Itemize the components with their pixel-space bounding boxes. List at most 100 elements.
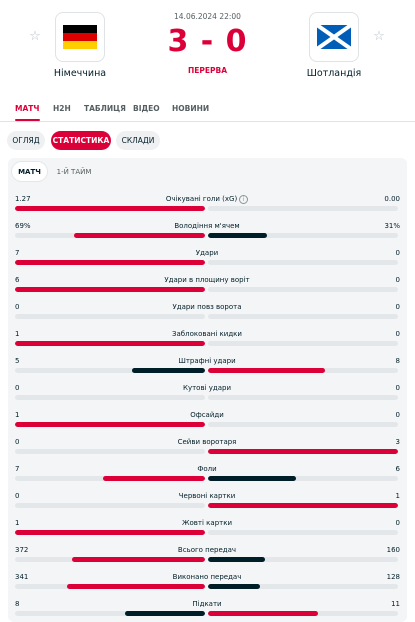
stat-label-text: Всього передач bbox=[177, 546, 237, 554]
period-tabs: МАТЧ 1-Й ТАЙМ bbox=[0, 162, 415, 182]
stat-away-value: 0 bbox=[395, 519, 400, 527]
stat-label: Удари bbox=[107, 249, 307, 257]
tab-standings[interactable]: ТАБЛИЦЯ bbox=[84, 104, 126, 113]
stat-label-text: Очікувані голи (xG) bbox=[165, 195, 238, 203]
favorite-star-icon[interactable]: ☆ bbox=[29, 29, 41, 44]
stat-away-value: 1 bbox=[395, 492, 400, 500]
stat-bar-track-home bbox=[15, 395, 205, 400]
home-team-name[interactable]: Німеччина bbox=[53, 68, 107, 79]
stat-bar-track-away bbox=[208, 287, 398, 292]
stat-bar-fill-home bbox=[72, 557, 205, 562]
stat-label: Заблоковані кидки bbox=[107, 330, 307, 338]
favorite-star-icon[interactable]: ☆ bbox=[373, 29, 385, 44]
stat-away-value: 11 bbox=[391, 600, 400, 608]
stat-away-value: 6 bbox=[395, 465, 400, 473]
stat-bar-track-home bbox=[15, 476, 205, 481]
stat-label-text: Удари в площину воріт bbox=[164, 276, 250, 284]
stat-row: 8 Підкати 11 bbox=[0, 595, 415, 622]
stat-bar-track-away bbox=[208, 530, 398, 535]
stat-bar-track-home bbox=[15, 503, 205, 508]
stat-label: Удари в площину воріт bbox=[107, 276, 307, 284]
stat-bar-track-away bbox=[208, 611, 398, 616]
stat-away-value: 31% bbox=[384, 222, 400, 230]
stat-label-text: Удари повз ворота bbox=[172, 303, 242, 311]
stat-home-value: 0 bbox=[15, 492, 20, 500]
stat-bar-fill-away bbox=[208, 368, 325, 373]
score-home: 3 bbox=[167, 24, 190, 59]
stat-away-value: 0 bbox=[395, 276, 400, 284]
period-tab-match[interactable]: МАТЧ bbox=[12, 162, 47, 181]
stat-home-value: 372 bbox=[15, 546, 29, 554]
away-team-logo[interactable] bbox=[309, 12, 359, 62]
subtab-lineups[interactable]: СКЛАДИ bbox=[116, 131, 160, 150]
stat-bar-track-home bbox=[15, 368, 205, 373]
stat-bar-track-away bbox=[208, 368, 398, 373]
stat-label-text: Червоні картки bbox=[178, 492, 236, 500]
scotland-flag-icon bbox=[317, 25, 351, 49]
away-team-name[interactable]: Шотландія bbox=[306, 68, 362, 79]
stat-row: 1.27 Очікувані голи (xG) i 0.00 bbox=[0, 190, 415, 217]
stat-bar-track-away bbox=[208, 422, 398, 427]
tab-match[interactable]: МАТЧ bbox=[15, 104, 40, 113]
stat-label-text: Удари bbox=[195, 249, 219, 257]
stat-bar-fill-away bbox=[208, 611, 318, 616]
main-tabs: МАТЧ H2H ТАБЛИЦЯ ВІДЕО НОВИНИ bbox=[0, 98, 415, 122]
stat-bar-track-away bbox=[208, 233, 398, 238]
stat-bar-fill-away bbox=[208, 476, 296, 481]
subtab-statistics[interactable]: СТАТИСТИКА bbox=[51, 131, 111, 150]
match-status: ПЕРЕРВА bbox=[187, 66, 228, 75]
stat-away-value: 0 bbox=[395, 330, 400, 338]
tab-news[interactable]: НОВИНИ bbox=[172, 104, 210, 113]
tab-h2h[interactable]: H2H bbox=[53, 104, 71, 113]
stat-bar-track-away bbox=[208, 341, 398, 346]
info-icon[interactable]: i bbox=[239, 195, 249, 204]
stat-label-text: Офсайди bbox=[190, 411, 224, 419]
stat-label: Офсайди bbox=[107, 411, 307, 419]
stat-label-text: Підкати bbox=[192, 600, 222, 608]
stat-label: Червоні картки bbox=[107, 492, 307, 500]
stat-home-value: 1 bbox=[15, 519, 20, 527]
score-separator: - bbox=[200, 24, 215, 59]
stat-bar-track-home bbox=[15, 530, 205, 535]
stat-label: Фоли bbox=[107, 465, 307, 473]
stat-bar-fill-home bbox=[15, 341, 205, 346]
stat-label-text: Заблоковані кидки bbox=[172, 330, 242, 338]
stat-label: Володіння м'ячем bbox=[107, 222, 307, 230]
stat-bar-fill-away bbox=[208, 233, 267, 238]
stat-home-value: 0 bbox=[15, 438, 20, 446]
stat-row: 1 Офсайди 0 bbox=[0, 406, 415, 433]
stat-bar-track-away bbox=[208, 395, 398, 400]
stat-bar-fill-home bbox=[15, 260, 205, 265]
stat-row: 6 Удари в площину воріт 0 bbox=[0, 271, 415, 298]
stat-bar-fill-away bbox=[208, 557, 265, 562]
stat-label-text: Сейви воротаря bbox=[177, 438, 237, 446]
stat-bar-fill-home bbox=[103, 476, 205, 481]
stat-label: Кутові удари bbox=[107, 384, 307, 392]
stat-bar-track-home bbox=[15, 611, 205, 616]
stat-bar-track-home bbox=[15, 260, 205, 265]
stat-bar-fill-away bbox=[208, 584, 260, 589]
stat-label-text: Жовті картки bbox=[181, 519, 232, 527]
stat-bar-track-home bbox=[15, 233, 205, 238]
stat-label: Очікувані голи (xG) i bbox=[107, 195, 307, 204]
stat-row: 0 Кутові удари 0 bbox=[0, 379, 415, 406]
subtab-summary[interactable]: ОГЛЯД bbox=[7, 131, 45, 150]
stat-away-value: 0 bbox=[395, 249, 400, 257]
stat-label: Удари повз ворота bbox=[107, 303, 307, 311]
stat-bar-fill-away bbox=[208, 503, 398, 508]
stat-row: 372 Всього передач 160 bbox=[0, 541, 415, 568]
home-team-logo[interactable] bbox=[55, 12, 105, 62]
germany-flag-icon bbox=[63, 25, 97, 49]
active-tab-indicator bbox=[15, 119, 40, 121]
stat-bar-track-away bbox=[208, 449, 398, 454]
sub-tabs: ОГЛЯД СТАТИСТИКА СКЛАДИ bbox=[0, 131, 415, 151]
tab-video[interactable]: ВІДЕО bbox=[133, 104, 160, 113]
stat-bar-fill-home bbox=[15, 287, 205, 292]
stat-label: Підкати bbox=[107, 600, 307, 608]
stat-row: 0 Сейви воротаря 3 bbox=[0, 433, 415, 460]
stat-bar-track-away bbox=[208, 557, 398, 562]
period-tab-first-half[interactable]: 1-Й ТАЙМ bbox=[56, 167, 92, 176]
stat-away-value: 160 bbox=[386, 546, 400, 554]
stat-row: 341 Виконано передач 128 bbox=[0, 568, 415, 595]
stat-home-value: 6 bbox=[15, 276, 20, 284]
